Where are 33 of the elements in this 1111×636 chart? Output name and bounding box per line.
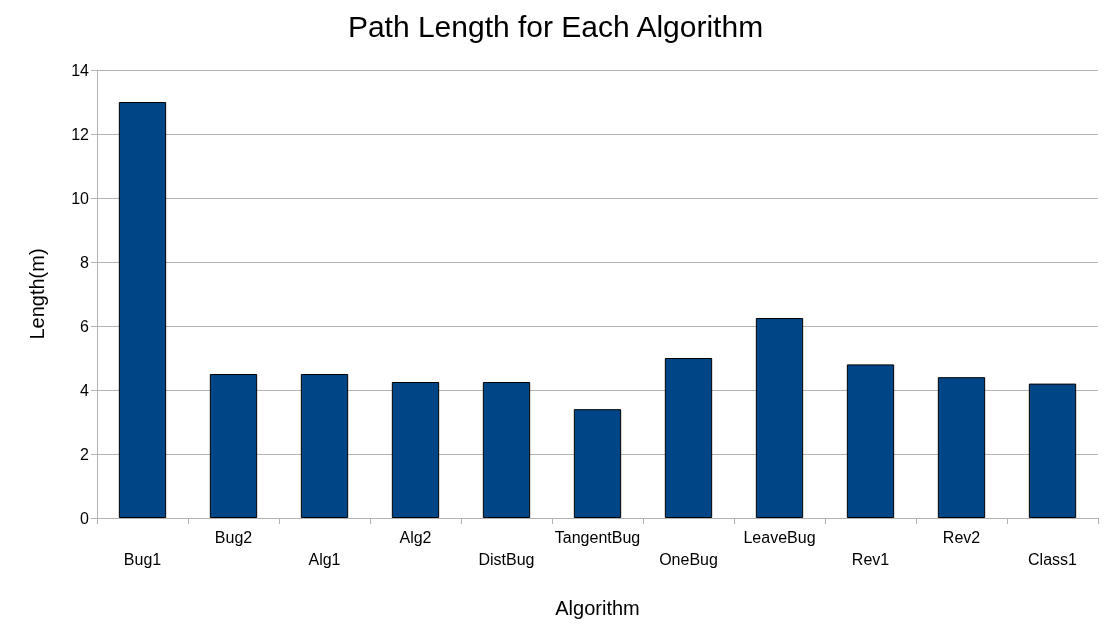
bar: [391, 382, 440, 518]
y-tick-label: 4: [80, 381, 90, 399]
y-tick-label: 14: [71, 61, 90, 79]
bar: [209, 374, 258, 518]
bar: [1028, 383, 1077, 518]
y-axis-title: Length(m): [26, 248, 48, 340]
y-tick-label: 2: [80, 445, 90, 463]
bar: [118, 102, 167, 518]
bar: [937, 377, 986, 518]
x-tick-label: Bug1: [123, 550, 162, 568]
bar: [573, 409, 622, 518]
bar: [482, 382, 531, 518]
x-axis-title: Algorithm: [555, 597, 640, 619]
x-tick-label: Class1: [1028, 550, 1078, 568]
chart-title: Path Length for Each Algorithm: [347, 9, 764, 43]
bar: [664, 358, 713, 518]
x-tick-label: Alg2: [399, 528, 432, 546]
y-tick-label: 10: [71, 189, 90, 207]
x-tick-label: LeaveBug: [743, 528, 816, 546]
y-tick-label: 8: [80, 253, 90, 271]
x-tick-label: Bug2: [214, 528, 253, 546]
x-tick-label: Rev1: [851, 550, 890, 568]
x-tick-label: Alg1: [308, 550, 341, 568]
y-tick-label: 12: [71, 125, 90, 143]
bar: [846, 364, 895, 518]
y-tick-label: 6: [80, 317, 90, 335]
x-tick-label: OneBug: [659, 550, 718, 568]
x-tick-label: DistBug: [478, 550, 535, 568]
y-tick-label: 0: [80, 509, 90, 527]
x-tick-label: Rev2: [942, 528, 981, 546]
bar: [300, 374, 349, 518]
bar: [755, 318, 804, 518]
x-tick-label: TangentBug: [554, 528, 641, 546]
